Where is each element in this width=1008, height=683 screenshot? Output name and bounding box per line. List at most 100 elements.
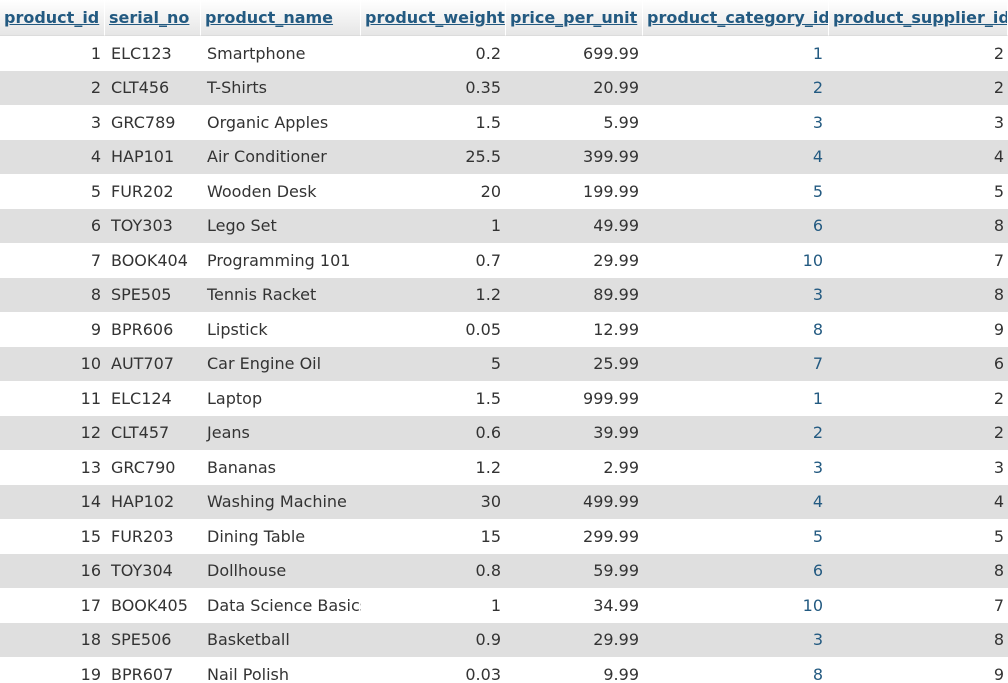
table-row[interactable]: 14 HAP102 Washing Machine 30 499.99 4 4 (0, 484, 1008, 519)
column-header-product-id[interactable]: product_id (0, 0, 105, 36)
cell-product-name: Air Conditioner (201, 139, 361, 174)
cell-product-supplier-id: 4 (829, 484, 1008, 519)
cell-serial-no: CLT457 (105, 415, 201, 450)
column-header-product-name[interactable]: product_name (201, 0, 361, 36)
cell-product-weight: 1 (361, 208, 506, 243)
cell-product-category-id-link[interactable]: 3 (643, 450, 829, 485)
table-row[interactable]: 3 GRC789 Organic Apples 1.5 5.99 3 3 (0, 105, 1008, 140)
cell-product-category-id-link[interactable]: 4 (643, 139, 829, 174)
cell-serial-no: FUR202 (105, 174, 201, 209)
cell-product-category-id-link[interactable]: 2 (643, 70, 829, 105)
cell-product-name: Programming 101 (201, 243, 361, 278)
cell-product-id: 2 (0, 70, 105, 105)
cell-product-supplier-id: 2 (829, 415, 1008, 450)
cell-price-per-unit: 25.99 (506, 346, 643, 381)
table-row[interactable]: 11 ELC124 Laptop 1.5 999.99 1 2 (0, 381, 1008, 416)
cell-product-id: 6 (0, 208, 105, 243)
cell-product-supplier-id: 2 (829, 36, 1008, 71)
cell-price-per-unit: 89.99 (506, 277, 643, 312)
cell-product-weight: 1.5 (361, 381, 506, 416)
cell-product-supplier-id: 2 (829, 70, 1008, 105)
cell-product-category-id-link[interactable]: 6 (643, 208, 829, 243)
cell-product-weight: 1.2 (361, 277, 506, 312)
cell-product-supplier-id: 3 (829, 105, 1008, 140)
table-row[interactable]: 19 BPR607 Nail Polish 0.03 9.99 8 9 (0, 657, 1008, 683)
cell-product-supplier-id: 9 (829, 657, 1008, 683)
column-header-serial-no[interactable]: serial_no (105, 0, 201, 36)
table-row[interactable]: 6 TOY303 Lego Set 1 49.99 6 8 (0, 208, 1008, 243)
cell-price-per-unit: 9.99 (506, 657, 643, 683)
table-row[interactable]: 18 SPE506 Basketball 0.9 29.99 3 8 (0, 622, 1008, 657)
cell-product-category-id-link[interactable]: 5 (643, 174, 829, 209)
cell-serial-no: TOY304 (105, 553, 201, 588)
column-header-product-weight[interactable]: product_weight (361, 0, 506, 36)
cell-product-category-id-link[interactable]: 7 (643, 346, 829, 381)
cell-serial-no: AUT707 (105, 346, 201, 381)
cell-product-category-id-link[interactable]: 10 (643, 243, 829, 278)
table-row[interactable]: 1 ELC123 Smartphone 0.2 699.99 1 2 (0, 36, 1008, 71)
cell-serial-no: FUR203 (105, 519, 201, 554)
column-header-product-category-id[interactable]: product_category_id (643, 0, 829, 36)
cell-product-weight: 20 (361, 174, 506, 209)
cell-product-category-id-link[interactable]: 1 (643, 36, 829, 71)
cell-product-id: 17 (0, 588, 105, 623)
cell-product-category-id-link[interactable]: 3 (643, 105, 829, 140)
table-row[interactable]: 10 AUT707 Car Engine Oil 5 25.99 7 6 (0, 346, 1008, 381)
cell-product-weight: 0.05 (361, 312, 506, 347)
table-row[interactable]: 5 FUR202 Wooden Desk 20 199.99 5 5 (0, 174, 1008, 209)
cell-product-name: Lego Set (201, 208, 361, 243)
cell-price-per-unit: 39.99 (506, 415, 643, 450)
cell-price-per-unit: 999.99 (506, 381, 643, 416)
cell-product-category-id-link[interactable]: 6 (643, 553, 829, 588)
cell-product-id: 8 (0, 277, 105, 312)
table-row[interactable]: 17 BOOK405 Data Science Basics 1 34.99 10 7 (0, 588, 1008, 623)
cell-product-category-id-link[interactable]: 5 (643, 519, 829, 554)
cell-price-per-unit: 34.99 (506, 588, 643, 623)
cell-product-weight: 0.2 (361, 36, 506, 71)
cell-product-category-id-link[interactable]: 1 (643, 381, 829, 416)
table-row[interactable]: 2 CLT456 T-Shirts 0.35 20.99 2 2 (0, 70, 1008, 105)
cell-price-per-unit: 499.99 (506, 484, 643, 519)
cell-product-id: 14 (0, 484, 105, 519)
cell-product-category-id-link[interactable]: 3 (643, 622, 829, 657)
cell-price-per-unit: 199.99 (506, 174, 643, 209)
cell-product-name: Lipstick (201, 312, 361, 347)
cell-serial-no: BPR606 (105, 312, 201, 347)
table-row[interactable]: 15 FUR203 Dining Table 15 299.99 5 5 (0, 519, 1008, 554)
cell-product-name: Washing Machine (201, 484, 361, 519)
cell-price-per-unit: 49.99 (506, 208, 643, 243)
cell-serial-no: ELC123 (105, 36, 201, 71)
table-row[interactable]: 9 BPR606 Lipstick 0.05 12.99 8 9 (0, 312, 1008, 347)
cell-product-category-id-link[interactable]: 2 (643, 415, 829, 450)
table-row[interactable]: 13 GRC790 Bananas 1.2 2.99 3 3 (0, 450, 1008, 485)
column-header-price-per-unit[interactable]: price_per_unit (506, 0, 643, 36)
cell-product-name: Nail Polish (201, 657, 361, 683)
cell-product-category-id-link[interactable]: 8 (643, 657, 829, 683)
table-row[interactable]: 12 CLT457 Jeans 0.6 39.99 2 2 (0, 415, 1008, 450)
cell-product-supplier-id: 8 (829, 622, 1008, 657)
cell-product-category-id-link[interactable]: 4 (643, 484, 829, 519)
cell-product-supplier-id: 5 (829, 174, 1008, 209)
cell-product-id: 10 (0, 346, 105, 381)
cell-product-id: 11 (0, 381, 105, 416)
cell-product-category-id-link[interactable]: 8 (643, 312, 829, 347)
cell-product-id: 19 (0, 657, 105, 683)
table-row[interactable]: 4 HAP101 Air Conditioner 25.5 399.99 4 4 (0, 139, 1008, 174)
cell-product-weight: 0.7 (361, 243, 506, 278)
cell-product-category-id-link[interactable]: 10 (643, 588, 829, 623)
cell-product-weight: 0.9 (361, 622, 506, 657)
cell-product-weight: 0.6 (361, 415, 506, 450)
table-row[interactable]: 7 BOOK404 Programming 101 0.7 29.99 10 7 (0, 243, 1008, 278)
cell-price-per-unit: 699.99 (506, 36, 643, 71)
cell-serial-no: GRC790 (105, 450, 201, 485)
cell-serial-no: HAP101 (105, 139, 201, 174)
cell-price-per-unit: 399.99 (506, 139, 643, 174)
column-header-product-supplier-id[interactable]: product_supplier_id (829, 0, 1008, 36)
cell-product-id: 7 (0, 243, 105, 278)
cell-product-category-id-link[interactable]: 3 (643, 277, 829, 312)
table-row[interactable]: 16 TOY304 Dollhouse 0.8 59.99 6 8 (0, 553, 1008, 588)
table-row[interactable]: 8 SPE505 Tennis Racket 1.2 89.99 3 8 (0, 277, 1008, 312)
cell-serial-no: ELC124 (105, 381, 201, 416)
cell-product-supplier-id: 8 (829, 553, 1008, 588)
